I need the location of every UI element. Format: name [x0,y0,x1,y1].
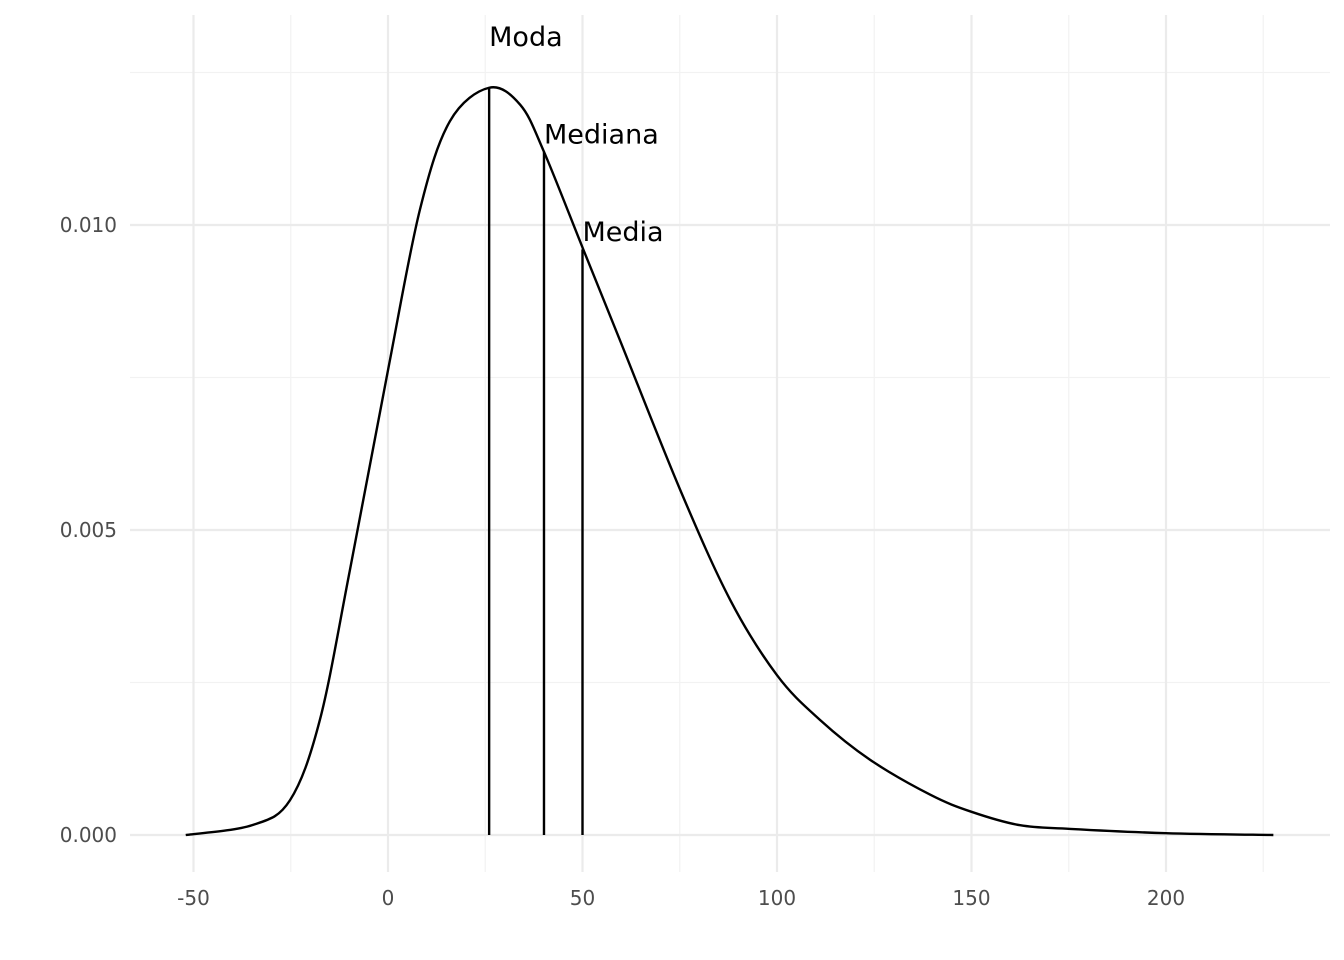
x-tick-label: 150 [952,886,990,910]
x-tick-label: 100 [758,886,796,910]
y-tick-label: 0.000 [60,823,117,847]
minor-gridlines [130,15,1330,872]
annotations: Moda Mediana Media [487,22,664,835]
y-tick-label: 0.010 [60,213,117,237]
density-curve [185,86,1274,837]
y-tick-label: 0.005 [60,518,117,542]
x-tick-label: 200 [1147,886,1185,910]
x-tick-label: 50 [570,886,595,910]
x-tick-label: -50 [177,886,210,910]
x-tick-label: 0 [382,886,395,910]
y-axis-ticks: 0.000 0.005 0.010 [60,213,117,847]
major-gridlines [130,15,1330,872]
annotation-label-media: Media [583,217,664,248]
annotation-label-mediana: Mediana [544,120,659,151]
x-axis-ticks: -50 0 50 100 150 200 [177,886,1185,910]
annotation-label-moda: Moda [489,22,563,53]
density-curve-group [185,86,1274,837]
